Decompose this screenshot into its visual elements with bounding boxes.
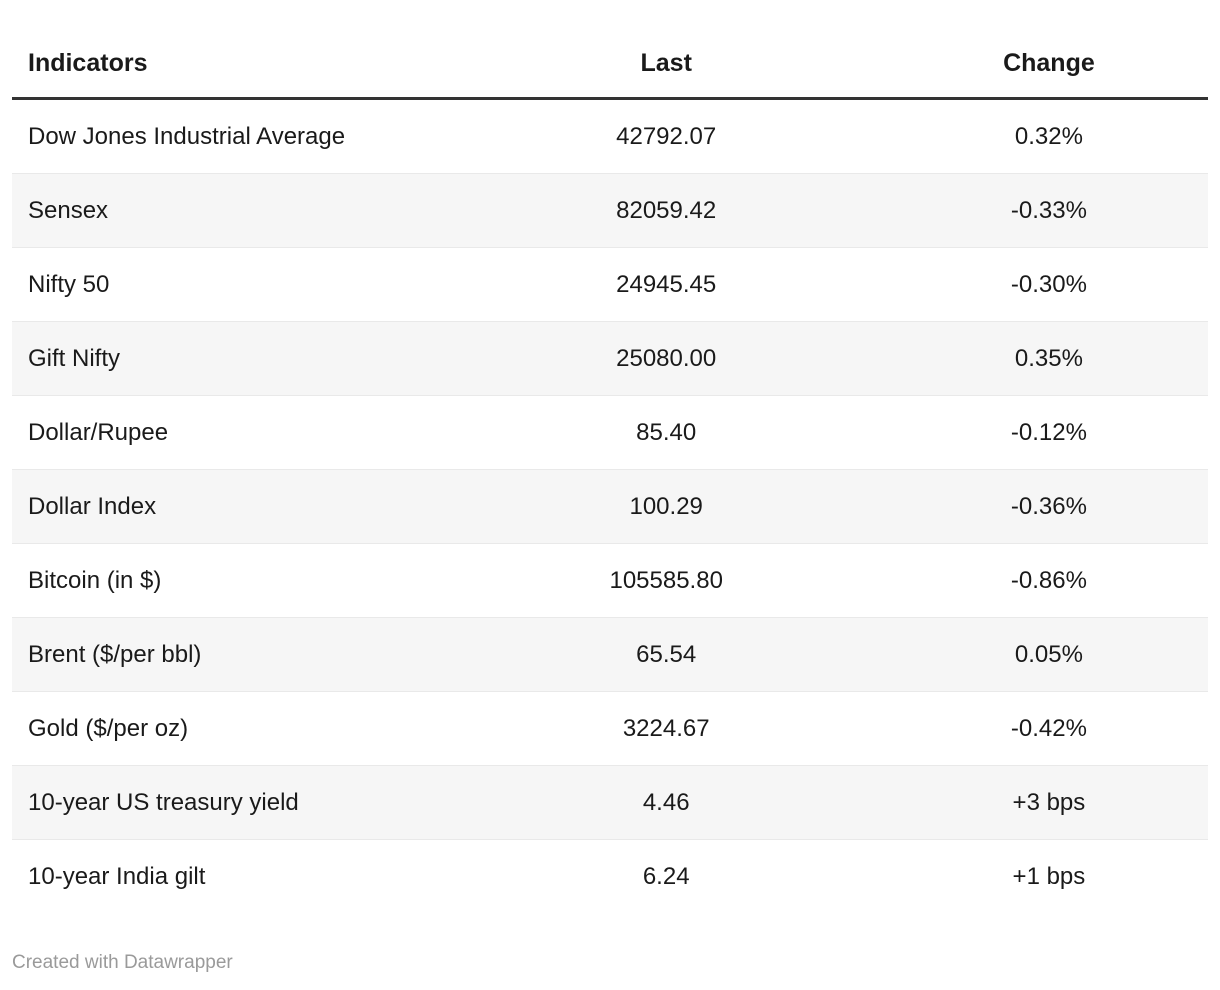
indicator-name-cell: Bitcoin (in $) bbox=[12, 543, 443, 618]
indicator-name-cell: Dollar/Rupee bbox=[12, 395, 443, 470]
indicator-name-cell: 10-year India gilt bbox=[12, 839, 443, 913]
last-value-cell: 24945.45 bbox=[442, 247, 890, 322]
table-row: Dow Jones Industrial Average 42792.07 0.32… bbox=[12, 99, 1208, 174]
table-row: Bitcoin (in $) 105585.80 -0.86% bbox=[12, 543, 1208, 618]
last-value-cell: 6.24 bbox=[442, 839, 890, 913]
last-value-cell: 3224.67 bbox=[442, 691, 890, 766]
indicator-name-cell: Dow Jones Industrial Average bbox=[28, 123, 346, 150]
indicator-name-cell: Gold ($/per oz) bbox=[12, 691, 443, 766]
datawrapper-credit-link[interactable]: Created with Datawrapper bbox=[12, 952, 233, 973]
change-value-cell: +1 bps bbox=[889, 839, 1208, 913]
table-row: Dollar/Rupee 85.40 -0.12% bbox=[12, 395, 1208, 470]
last-value-cell: 42792.07 bbox=[616, 123, 717, 150]
chart-footer: Created with Datawrapper bbox=[12, 951, 1208, 987]
table-header-row: Indicators Last Change bbox=[12, 0, 1208, 100]
table-row: Gold ($/per oz) 3224.67 -0.42% bbox=[12, 691, 1208, 766]
last-value-cell: 85.40 bbox=[442, 395, 890, 470]
table-row: 10-year US treasury yield 4.46 +3 bps bbox=[12, 765, 1208, 840]
column-header-change: Change bbox=[889, 0, 1208, 100]
indicators-table: Indicators Last Change Dow Jones Industr… bbox=[12, 0, 1208, 913]
change-value-cell: -0.33% bbox=[889, 173, 1208, 248]
change-value-cell: -0.30% bbox=[889, 247, 1208, 322]
column-header-indicators: Indicators bbox=[12, 0, 443, 100]
column-header-last: Last bbox=[442, 0, 890, 100]
table-row: Nifty 50 24945.45 -0.30% bbox=[12, 247, 1208, 322]
change-value-cell: -0.36% bbox=[889, 469, 1208, 544]
indicator-name-cell: Sensex bbox=[12, 173, 443, 248]
last-value-cell: 25080.00 bbox=[442, 321, 890, 396]
indicator-name-cell: Gift Nifty bbox=[12, 321, 443, 396]
table-row: Brent ($/per bbl) 65.54 0.05% bbox=[12, 617, 1208, 692]
change-value-cell: 0.05% bbox=[889, 617, 1208, 692]
last-value-cell: 65.54 bbox=[442, 617, 890, 692]
last-value-cell: 82059.42 bbox=[442, 173, 890, 248]
last-value-cell: 4.46 bbox=[442, 765, 890, 840]
change-value-cell: +3 bps bbox=[889, 765, 1208, 840]
indicator-name-cell: Dollar Index bbox=[12, 469, 443, 544]
last-value-cell: 105585.80 bbox=[442, 543, 890, 618]
table-body: Dow Jones Industrial Average 42792.07 0.32… bbox=[12, 99, 1208, 913]
indicator-name-cell: Nifty 50 bbox=[12, 247, 443, 322]
table-row: 10-year India gilt 6.24 +1 bps bbox=[12, 839, 1208, 913]
indicator-name-cell: Brent ($/per bbl) bbox=[12, 617, 443, 692]
change-value-cell: -0.12% bbox=[889, 395, 1208, 470]
change-value-cell: -0.86% bbox=[889, 543, 1208, 618]
change-value-cell: 0.35% bbox=[889, 321, 1208, 396]
table-row: Dollar Index 100.29 -0.36% bbox=[12, 469, 1208, 544]
indicator-name-cell: 10-year US treasury yield bbox=[12, 765, 443, 840]
change-value-cell: 0.32% bbox=[1014, 123, 1083, 150]
table-row: Sensex 82059.42 -0.33% bbox=[12, 173, 1208, 248]
change-value-cell: -0.42% bbox=[889, 691, 1208, 766]
last-value-cell: 100.29 bbox=[442, 469, 890, 544]
table-row: Gift Nifty 25080.00 0.35% bbox=[12, 321, 1208, 396]
